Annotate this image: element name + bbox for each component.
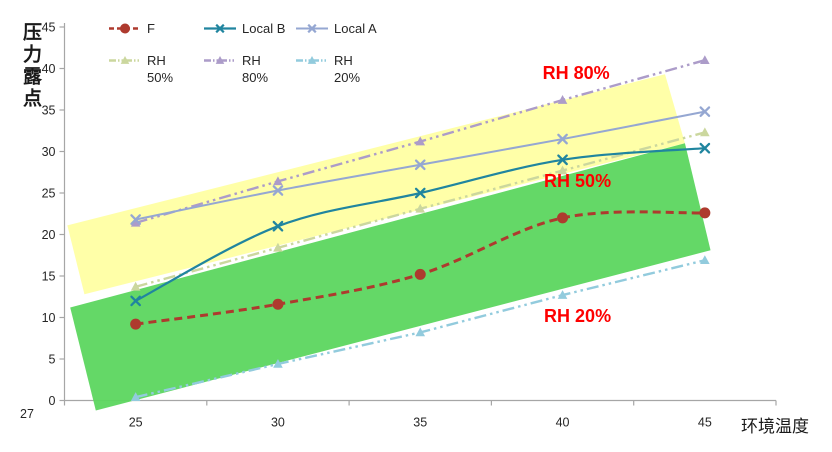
- legend-marker-x: [307, 23, 317, 34]
- marker-x: [699, 106, 711, 118]
- x-tick-label: 40: [556, 416, 570, 430]
- bands: [67, 74, 711, 411]
- marker-triangle: [130, 281, 141, 291]
- marker-triangle: [557, 290, 568, 299]
- series-rh-20%: [130, 255, 710, 401]
- y-tick-label: 10: [42, 311, 56, 325]
- legend-item-rh-50%: RH 50%: [108, 52, 173, 86]
- annotation-rh-20%: RH 20%: [544, 305, 612, 326]
- y-tick-label: 30: [42, 145, 56, 159]
- marker-x: [130, 214, 141, 225]
- marker-x: [557, 154, 568, 166]
- axes: [59, 23, 777, 406]
- marker-circle: [272, 298, 284, 310]
- tick-labels: 0 5 10 15 20 25 30 35 40 45 25 30 35 40 45: [42, 21, 712, 430]
- marker-triangle: [273, 358, 283, 368]
- marker-triangle: [415, 136, 426, 146]
- legend-sample: [296, 23, 328, 34]
- legend-marker-triangle: [215, 56, 225, 64]
- legend-label: RH 80%: [242, 53, 269, 85]
- marker-triangle: [557, 95, 568, 104]
- marker-triangle: [415, 327, 426, 337]
- marker-x: [699, 142, 711, 154]
- marker-circle: [699, 207, 711, 219]
- y-tick-label: 40: [42, 62, 56, 76]
- x-tick-label: 45: [698, 416, 712, 430]
- x-axis-title: 环境温度: [741, 417, 809, 436]
- legend-sample: [204, 23, 236, 34]
- y-tick-label: 20: [42, 228, 56, 242]
- legend-item-f: F: [108, 20, 155, 37]
- series-local-b: [130, 142, 711, 307]
- marker-triangle: [415, 203, 426, 213]
- x-tick-label: 35: [413, 416, 427, 430]
- legend-label: F: [147, 21, 155, 36]
- legend-label: RH 50%: [147, 53, 174, 85]
- origin-label: 27: [20, 407, 34, 421]
- legend-sample: [204, 56, 236, 64]
- legend-sample: [109, 23, 141, 34]
- series-layer: [130, 55, 711, 401]
- y-axis-title: 压力露点: [20, 22, 41, 110]
- legend-marker-triangle: [307, 56, 317, 64]
- y-tick-label: 45: [42, 21, 56, 35]
- series-local-a: [130, 106, 711, 225]
- x-tick-label: 25: [129, 416, 143, 430]
- legend-marker-triangle: [120, 56, 130, 64]
- legend-sample: [296, 56, 328, 64]
- y-tick-label: 25: [42, 187, 56, 201]
- legend-marker-x: [215, 23, 225, 34]
- marker-x: [272, 185, 284, 196]
- marker-triangle: [700, 55, 710, 64]
- marker-triangle: [273, 176, 283, 186]
- marker-x: [557, 133, 568, 145]
- marker-x: [130, 295, 141, 307]
- legend-label: Local A: [334, 21, 377, 36]
- annotation-rh-50%: RH 50%: [544, 171, 612, 191]
- series-rh-50%: [130, 127, 710, 291]
- marker-triangle: [130, 392, 141, 401]
- legend-label: RH 20%: [334, 53, 361, 85]
- y-tick-label: 15: [42, 270, 56, 284]
- legend-item-rh-20%: RH 20%: [295, 52, 360, 86]
- legend-item-local-a: Local A: [295, 20, 377, 37]
- legend-item-local-b: Local B: [203, 20, 285, 37]
- band-yellow: [67, 74, 685, 295]
- marker-x: [272, 220, 284, 232]
- marker-circle: [130, 318, 142, 330]
- marker-circle: [414, 268, 426, 280]
- marker-x: [414, 187, 426, 199]
- series-f: [130, 207, 711, 330]
- x-tick-label: 30: [271, 416, 285, 430]
- marker-triangle: [273, 242, 283, 252]
- annotation-rh-80%: RH 80%: [542, 62, 610, 83]
- marker-triangle: [130, 217, 141, 227]
- y-tick-label: 5: [49, 353, 56, 367]
- marker-triangle: [557, 165, 568, 175]
- marker-circle: [557, 212, 569, 224]
- marker-triangle: [700, 255, 710, 265]
- legend-label: Local B: [242, 21, 286, 36]
- legend-sample: [109, 56, 141, 64]
- marker-triangle: [700, 127, 710, 137]
- y-tick-label: 0: [49, 394, 56, 408]
- y-tick-label: 35: [42, 104, 56, 118]
- series-rh-80%: [130, 55, 710, 227]
- legend-marker-circle: [120, 23, 130, 34]
- legend-item-rh-80%: RH 80%: [203, 52, 268, 86]
- band-green: [70, 143, 711, 411]
- marker-x: [414, 159, 426, 171]
